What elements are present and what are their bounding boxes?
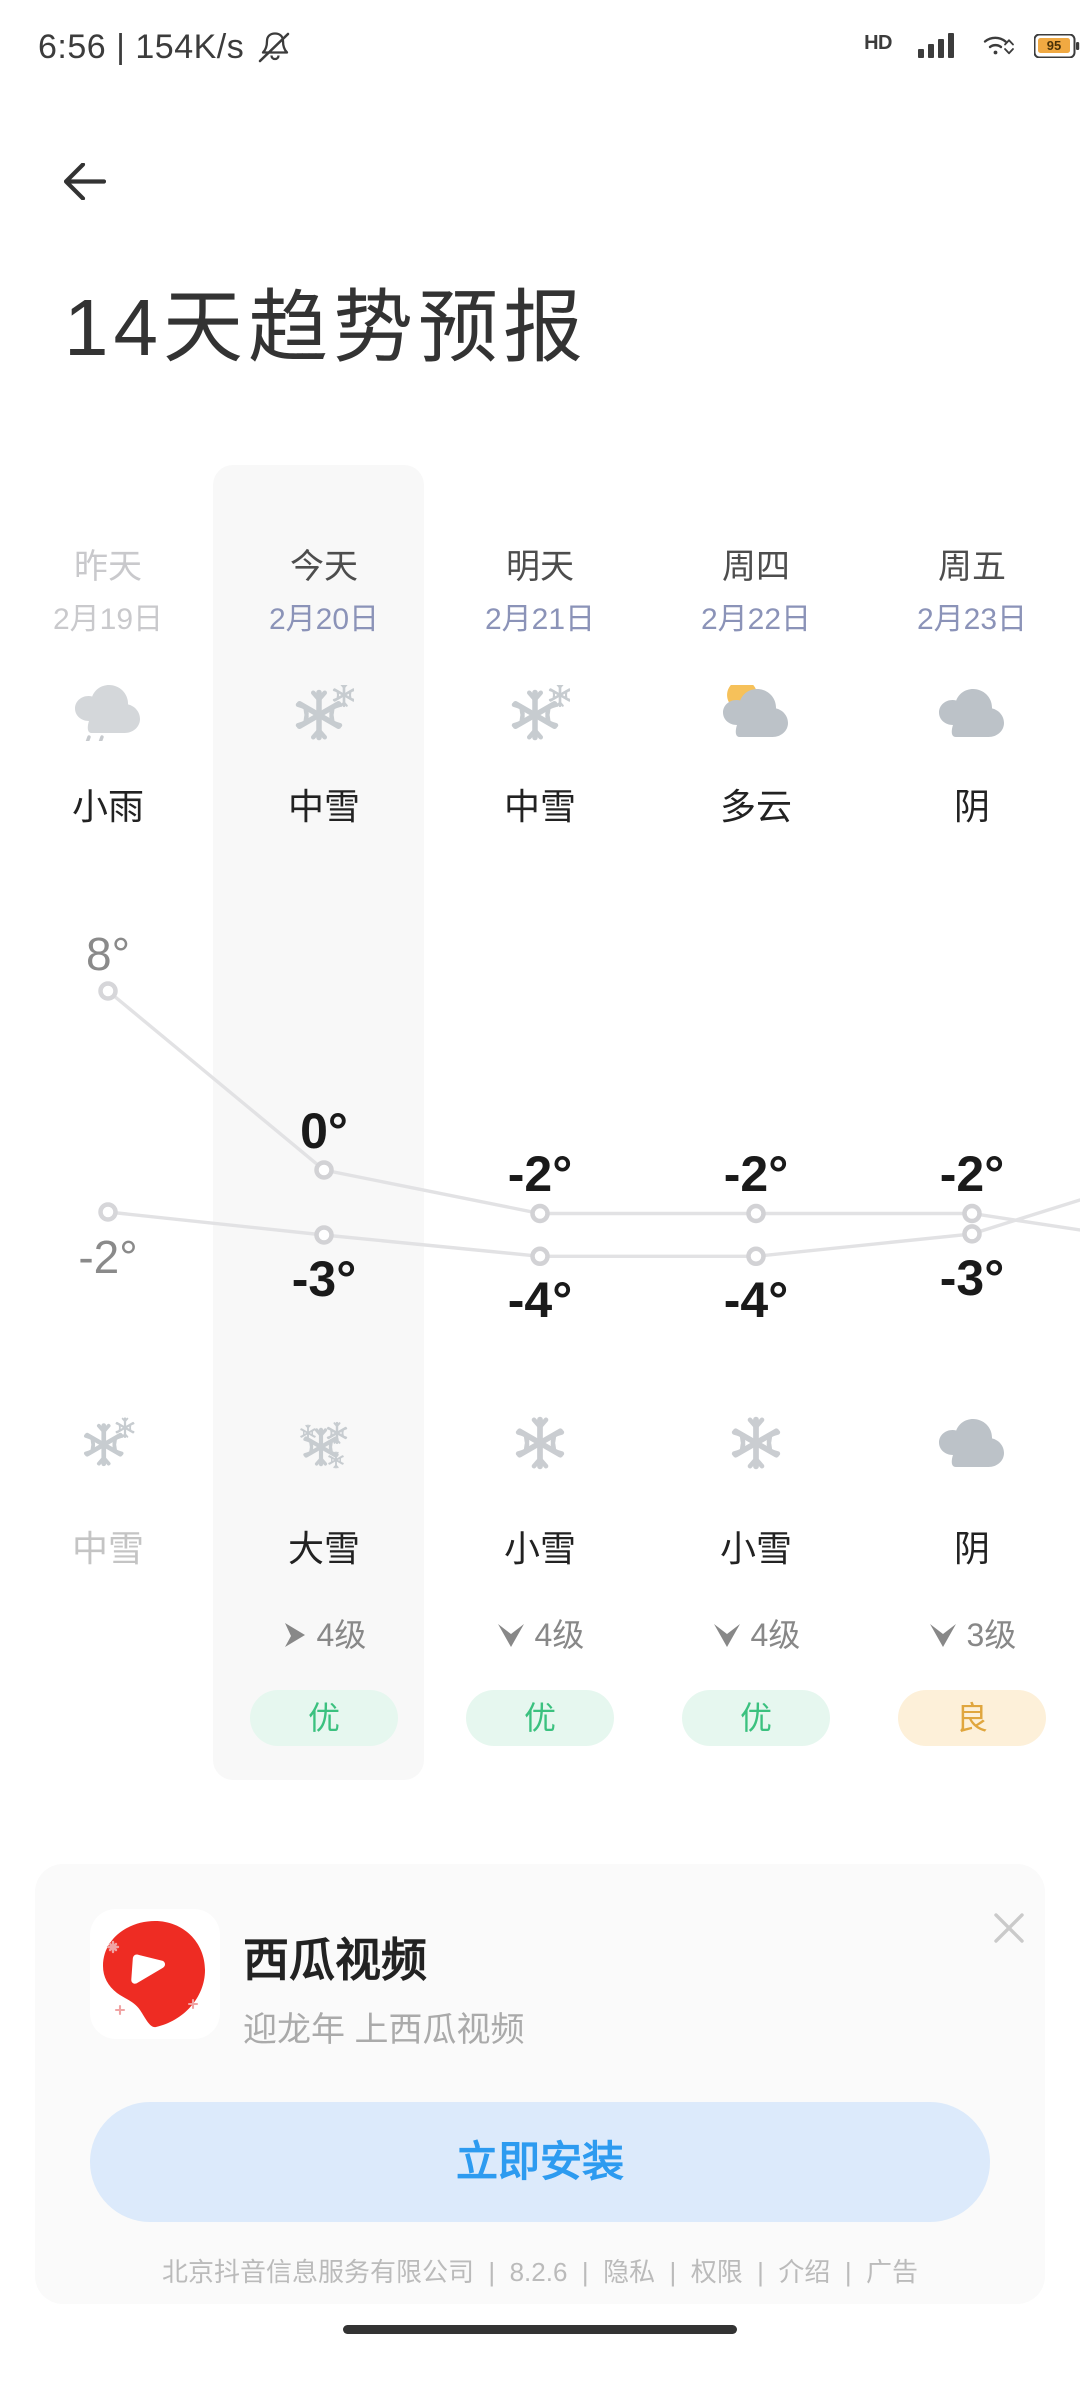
svg-text:95: 95 [1047,38,1061,53]
